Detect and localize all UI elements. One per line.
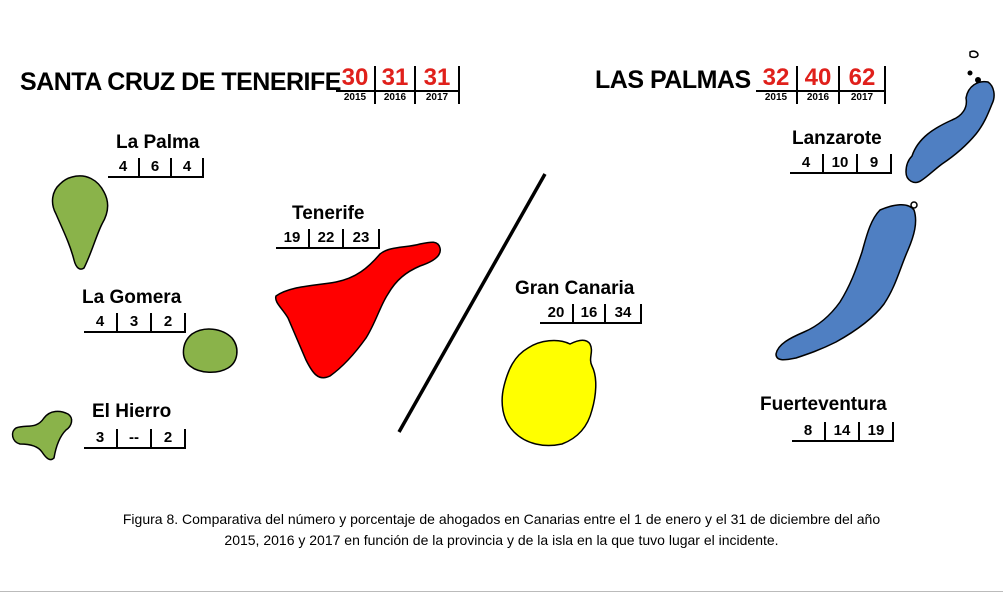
island-label-gran-canaria: Gran Canaria — [515, 278, 635, 299]
province-title-las-palmas: LAS PALMAS — [595, 66, 751, 94]
island-la-gomera — [182, 328, 238, 373]
province-totals-santa-cruz: 30 2015 31 2016 31 2017 — [336, 66, 460, 104]
island-label-la-palma: La Palma — [116, 132, 200, 153]
island-values-el-hierro: 3 -- 2 — [84, 429, 186, 449]
total-2017: 62 2017 — [840, 66, 886, 104]
total-2015: 30 2015 — [336, 66, 376, 104]
island-values-gran-canaria: 20 16 34 — [540, 304, 642, 324]
province-divider-line — [397, 173, 547, 433]
figure-caption: Figura 8. Comparativa del número y porce… — [0, 509, 1003, 551]
island-gran-canaria — [501, 339, 597, 447]
islet-montana-clara — [967, 70, 973, 76]
islet-lobos — [910, 201, 918, 209]
island-values-fuerteventura: 8 14 19 — [792, 422, 894, 442]
island-el-hierro — [11, 410, 73, 461]
island-fuerteventura — [775, 204, 917, 361]
total-2016: 40 2016 — [798, 66, 840, 104]
island-label-la-gomera: La Gomera — [82, 287, 182, 308]
island-values-la-palma: 4 6 4 — [108, 158, 204, 178]
bottom-rule — [0, 591, 1003, 592]
caption-line-1: Figura 8. Comparativa del número y porce… — [122, 511, 881, 527]
island-lanzarote — [905, 80, 995, 184]
total-2016: 31 2016 — [376, 66, 416, 104]
province-totals-las-palmas: 32 2015 40 2016 62 2017 — [756, 66, 886, 104]
island-values-tenerife: 19 22 23 — [276, 229, 380, 249]
island-label-lanzarote: Lanzarote — [792, 128, 882, 149]
island-values-la-gomera: 4 3 2 — [84, 313, 186, 333]
island-label-tenerife: Tenerife — [292, 203, 365, 224]
total-2017: 31 2017 — [416, 66, 460, 104]
province-title-santa-cruz: SANTA CRUZ DE TENERIFE — [20, 68, 341, 96]
island-la-palma — [51, 175, 109, 270]
caption-line-2: 2015, 2016 y 2017 en función de la provi… — [224, 532, 779, 548]
island-tenerife — [274, 241, 441, 379]
island-label-fuerteventura: Fuerteventura — [760, 394, 887, 415]
total-2015: 32 2015 — [756, 66, 798, 104]
island-values-lanzarote: 4 10 9 — [790, 154, 892, 174]
islet-graciosa — [975, 77, 981, 83]
island-label-el-hierro: El Hierro — [92, 401, 172, 422]
islet-alegranza — [969, 50, 979, 59]
